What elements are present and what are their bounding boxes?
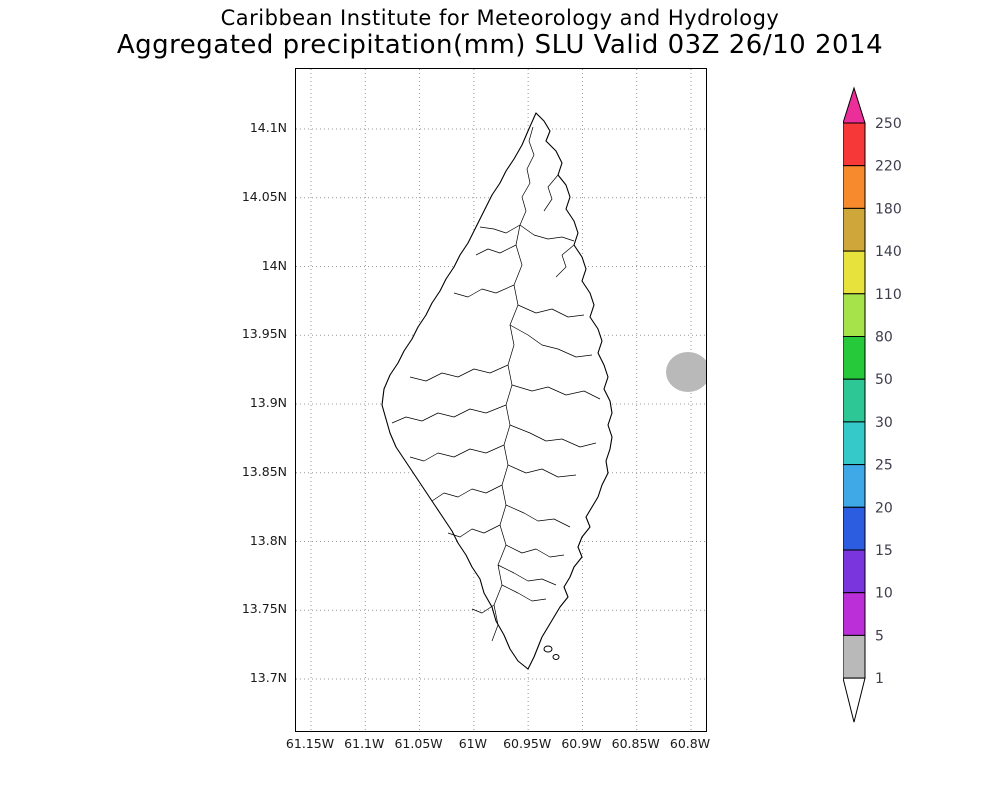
- colorbar-segment: [843, 592, 866, 636]
- precipitation-shaded-area: [666, 352, 706, 392]
- colorbar-segment: [843, 421, 866, 466]
- y-tick-label: 13.85N: [241, 463, 287, 479]
- x-tick-label: 61.15W: [285, 736, 335, 751]
- y-tick-label: 14.05N: [241, 188, 287, 204]
- colorbar-label: 250: [875, 116, 902, 132]
- colorbar-label: 140: [875, 244, 902, 260]
- x-tick-label: 61.1W: [344, 736, 385, 751]
- x-tick-label: 60.8W: [669, 736, 711, 751]
- y-tick-label: 13.9N: [249, 395, 287, 410]
- colorbar-label: 80: [875, 330, 893, 346]
- y-tick-label: 13.95N: [241, 326, 287, 342]
- map-plot-area: [295, 68, 707, 732]
- x-tick-label: 61W: [458, 736, 487, 751]
- colorbar-label: 50: [875, 372, 893, 388]
- colorbar-segment: [843, 336, 866, 380]
- colorbar-label: 1: [875, 671, 884, 687]
- river-network: [391, 126, 601, 642]
- colorbar-label: 10: [875, 586, 893, 602]
- colorbar-label: 180: [875, 201, 902, 217]
- map-canvas: [296, 69, 706, 731]
- colorbar-segment: [843, 207, 866, 252]
- y-tick-label: 13.75N: [241, 601, 287, 617]
- colorbar-label: 220: [875, 159, 902, 175]
- colorbar-arrow: [843, 86, 866, 124]
- x-tick-label: 60.95W: [503, 736, 552, 751]
- islet: [543, 645, 553, 653]
- colorbar-arrow: [843, 677, 866, 723]
- colorbar-segment: [843, 122, 866, 167]
- page-title-product: Aggregated precipitation(mm) SLU Valid 0…: [116, 30, 884, 60]
- colorbar-segment: [843, 506, 866, 551]
- colorbar-segment: [843, 634, 866, 679]
- colorbar-label: 20: [875, 500, 893, 516]
- y-tick-label: 14N: [261, 257, 287, 273]
- x-tick-label: 60.85W: [611, 736, 660, 751]
- colorbar-label: 110: [875, 287, 902, 303]
- x-tick-label: 60.9W: [561, 736, 602, 751]
- colorbar-segment: [843, 464, 866, 508]
- colorbar-segment: [843, 250, 866, 295]
- colorbar: 250 220 180 140 110 80 50 30 25 20 15 10 5 1: [843, 86, 902, 723]
- colorbar-segment: [843, 165, 866, 209]
- colorbar-label: 25: [875, 458, 893, 474]
- colorbar-label: 30: [875, 415, 893, 431]
- colorbar-label: 5: [875, 628, 884, 644]
- colorbar-segment: [843, 378, 866, 423]
- islet: [552, 654, 560, 660]
- y-tick-label: 13.8N: [249, 532, 287, 548]
- y-tick-label: 13.7N: [249, 670, 287, 685]
- x-tick-label: 61.05W: [394, 736, 443, 751]
- coastline: [381, 112, 613, 670]
- colorbar-segment: [843, 549, 866, 594]
- saint-lucia-island: [381, 112, 613, 670]
- colorbar-label: 15: [875, 543, 893, 559]
- colorbar-segment: [843, 293, 866, 338]
- y-tick-label: 14.1N: [249, 120, 287, 135]
- page-title-institute: Caribbean Institute for Meteorology and …: [220, 6, 780, 30]
